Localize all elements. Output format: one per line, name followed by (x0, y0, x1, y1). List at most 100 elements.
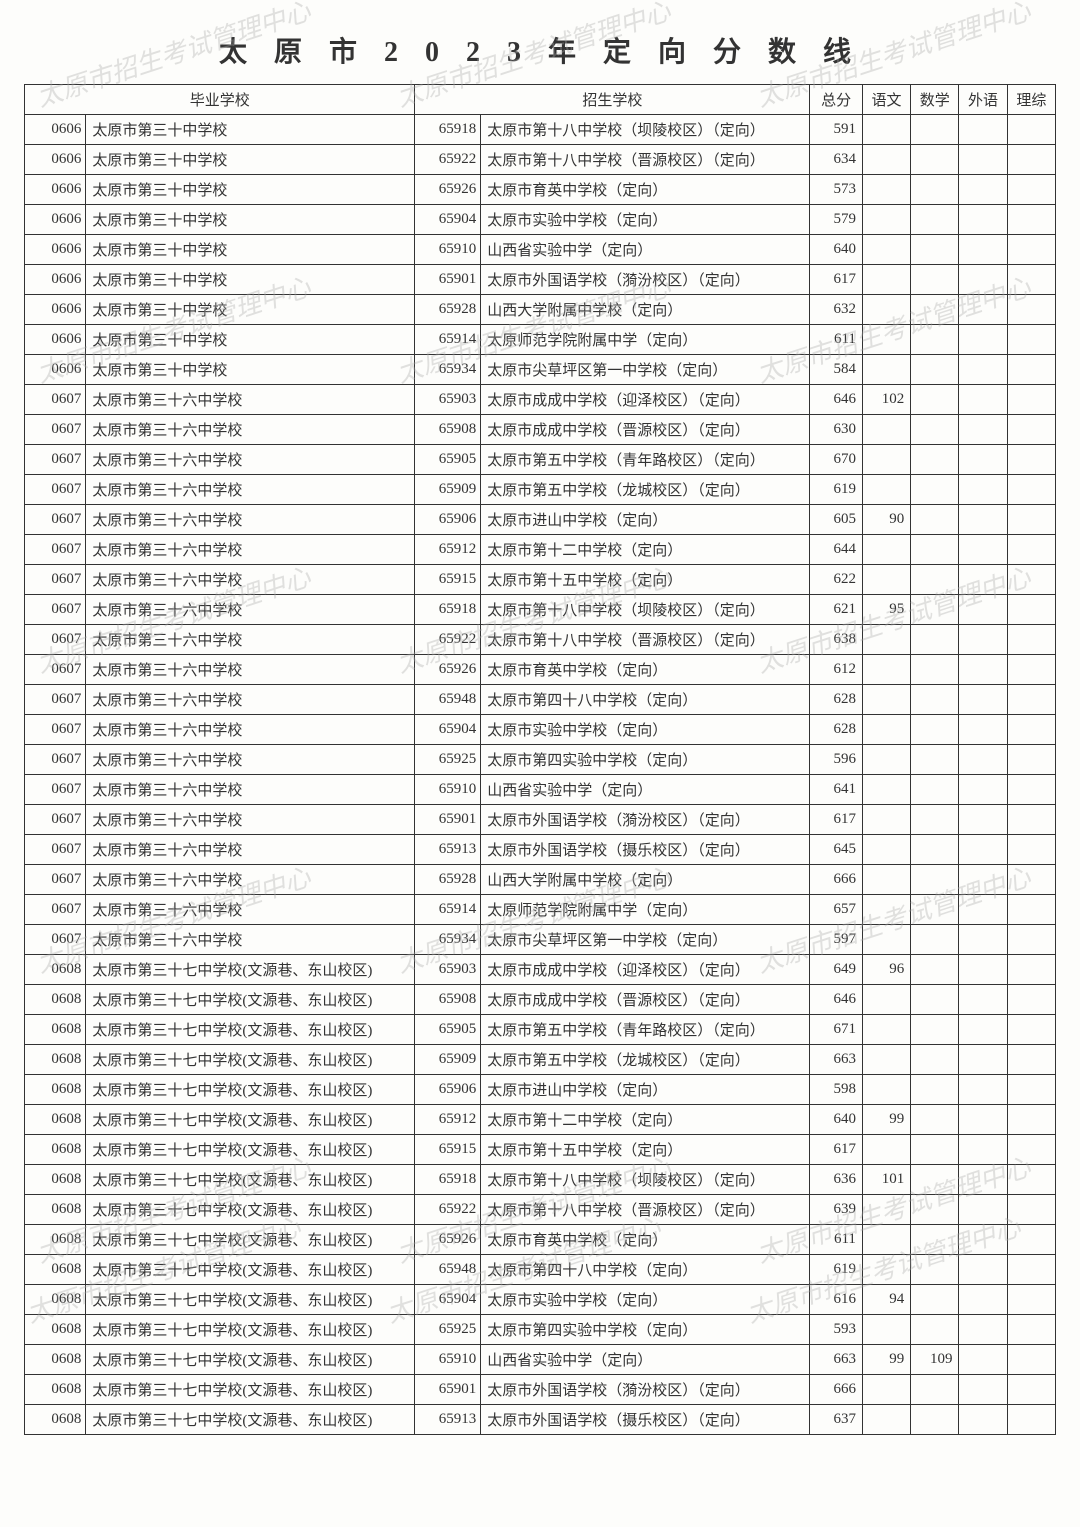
table-row: 0606太原市第三十中学校65914太原师范学院附属中学（定向）611 (25, 325, 1056, 355)
cell-total: 663 (810, 1045, 863, 1075)
cell-chinese (862, 115, 910, 145)
cell-adm-name: 太原市第十八中学校（晋源校区）（定向） (481, 145, 810, 175)
table-row: 0608太原市第三十七中学校(文源巷、东山校区)65906太原市进山中学校（定向… (25, 1075, 1056, 1105)
cell-chinese (862, 475, 910, 505)
table-row: 0607太原市第三十六中学校65934太原市尖草坪区第一中学校（定向）597 (25, 925, 1056, 955)
table-row: 0606太原市第三十中学校65934太原市尖草坪区第一中学校（定向）584 (25, 355, 1056, 385)
table-row: 0608太原市第三十七中学校(文源巷、东山校区)65948太原市第四十八中学校（… (25, 1255, 1056, 1285)
table-row: 0607太原市第三十六中学校65912太原市第十二中学校（定向）644 (25, 535, 1056, 565)
cell-foreign (959, 235, 1007, 265)
cell-grad-code: 0608 (25, 1135, 86, 1165)
cell-adm-name: 太原市第十八中学校（晋源校区）（定向） (481, 625, 810, 655)
table-body: 0606太原市第三十中学校65918太原市第十八中学校（坝陵校区）（定向）591… (25, 115, 1056, 1435)
cell-grad-code: 0607 (25, 655, 86, 685)
cell-adm-code: 65926 (415, 175, 481, 205)
cell-adm-code: 65904 (415, 715, 481, 745)
cell-chinese (862, 1135, 910, 1165)
cell-math (911, 325, 959, 355)
cell-grad-name: 太原市第三十中学校 (86, 175, 415, 205)
cell-foreign (959, 1045, 1007, 1075)
cell-grad-code: 0608 (25, 1165, 86, 1195)
cell-chinese (862, 895, 910, 925)
cell-foreign (959, 505, 1007, 535)
cell-adm-name: 太原市第四十八中学校（定向） (481, 1255, 810, 1285)
cell-sci (1007, 955, 1055, 985)
cell-math (911, 745, 959, 775)
cell-sci (1007, 1135, 1055, 1165)
cell-math (911, 1105, 959, 1135)
cell-adm-name: 太原市进山中学校（定向） (481, 505, 810, 535)
table-row: 0606太原市第三十中学校65926太原市育英中学校（定向）573 (25, 175, 1056, 205)
cell-sci (1007, 925, 1055, 955)
cell-math (911, 565, 959, 595)
cell-math (911, 955, 959, 985)
cell-adm-name: 太原市第四实验中学校（定向） (481, 745, 810, 775)
col-header-chinese: 语文 (862, 85, 910, 115)
cell-grad-name: 太原市第三十六中学校 (86, 715, 415, 745)
cell-grad-name: 太原市第三十六中学校 (86, 835, 415, 865)
cell-adm-name: 太原市育英中学校（定向） (481, 1225, 810, 1255)
cell-total: 628 (810, 715, 863, 745)
cell-adm-code: 65934 (415, 925, 481, 955)
cell-foreign (959, 265, 1007, 295)
cell-chinese (862, 775, 910, 805)
cell-total: 593 (810, 1315, 863, 1345)
cell-adm-code: 65905 (415, 445, 481, 475)
cell-grad-name: 太原市第三十中学校 (86, 355, 415, 385)
cell-chinese (862, 325, 910, 355)
cell-total: 619 (810, 1255, 863, 1285)
cell-adm-code: 65906 (415, 505, 481, 535)
table-row: 0607太原市第三十六中学校65901太原市外国语学校（漪汾校区）（定向）617 (25, 805, 1056, 835)
cell-grad-code: 0606 (25, 235, 86, 265)
cell-adm-code: 65913 (415, 835, 481, 865)
cell-math (911, 265, 959, 295)
cell-adm-name: 山西省实验中学（定向） (481, 1345, 810, 1375)
cell-adm-code: 65918 (415, 115, 481, 145)
cell-math (911, 145, 959, 175)
cell-grad-code: 0607 (25, 565, 86, 595)
cell-math (911, 625, 959, 655)
cell-adm-code: 65903 (415, 385, 481, 415)
cell-grad-code: 0607 (25, 685, 86, 715)
cell-chinese: 99 (862, 1345, 910, 1375)
cell-grad-code: 0608 (25, 1075, 86, 1105)
cell-sci (1007, 355, 1055, 385)
cell-math (911, 415, 959, 445)
cell-adm-code: 65914 (415, 325, 481, 355)
cell-adm-name: 太原市外国语学校（摄乐校区）（定向） (481, 835, 810, 865)
cell-total: 666 (810, 1375, 863, 1405)
cell-adm-code: 65912 (415, 1105, 481, 1135)
table-row: 0607太原市第三十六中学校65908太原市成成中学校（晋源校区）（定向）630 (25, 415, 1056, 445)
cell-adm-name: 太原市进山中学校（定向） (481, 1075, 810, 1105)
cell-sci (1007, 745, 1055, 775)
cell-chinese (862, 415, 910, 445)
cell-grad-code: 0608 (25, 1195, 86, 1225)
cell-chinese (862, 1405, 910, 1435)
table-row: 0608太原市第三十七中学校(文源巷、东山校区)65903太原市成成中学校（迎泽… (25, 955, 1056, 985)
cell-grad-code: 0606 (25, 265, 86, 295)
table-row: 0607太原市第三十六中学校65918太原市第十八中学校（坝陵校区）（定向）62… (25, 595, 1056, 625)
cell-sci (1007, 1045, 1055, 1075)
cell-math (911, 355, 959, 385)
cell-sci (1007, 715, 1055, 745)
cell-foreign (959, 715, 1007, 745)
cell-grad-code: 0608 (25, 1285, 86, 1315)
cell-sci (1007, 985, 1055, 1015)
cell-grad-name: 太原市第三十中学校 (86, 265, 415, 295)
cell-math (911, 865, 959, 895)
table-row: 0608太原市第三十七中学校(文源巷、东山校区)65918太原市第十八中学校（坝… (25, 1165, 1056, 1195)
table-row: 0607太原市第三十六中学校65922太原市第十八中学校（晋源校区）（定向）63… (25, 625, 1056, 655)
cell-foreign (959, 955, 1007, 985)
cell-sci (1007, 115, 1055, 145)
cell-adm-name: 太原市尖草坪区第一中学校（定向） (481, 925, 810, 955)
table-row: 0607太原市第三十六中学校65948太原市第四十八中学校（定向）628 (25, 685, 1056, 715)
table-row: 0608太原市第三十七中学校(文源巷、东山校区)65908太原市成成中学校（晋源… (25, 985, 1056, 1015)
table-row: 0607太原市第三十六中学校65905太原市第五中学校（青年路校区）（定向）67… (25, 445, 1056, 475)
cell-math (911, 1255, 959, 1285)
table-row: 0608太原市第三十七中学校(文源巷、东山校区)65922太原市第十八中学校（晋… (25, 1195, 1056, 1225)
cell-adm-code: 65912 (415, 535, 481, 565)
cell-sci (1007, 895, 1055, 925)
cell-chinese: 101 (862, 1165, 910, 1195)
cell-foreign (959, 895, 1007, 925)
cell-sci (1007, 415, 1055, 445)
